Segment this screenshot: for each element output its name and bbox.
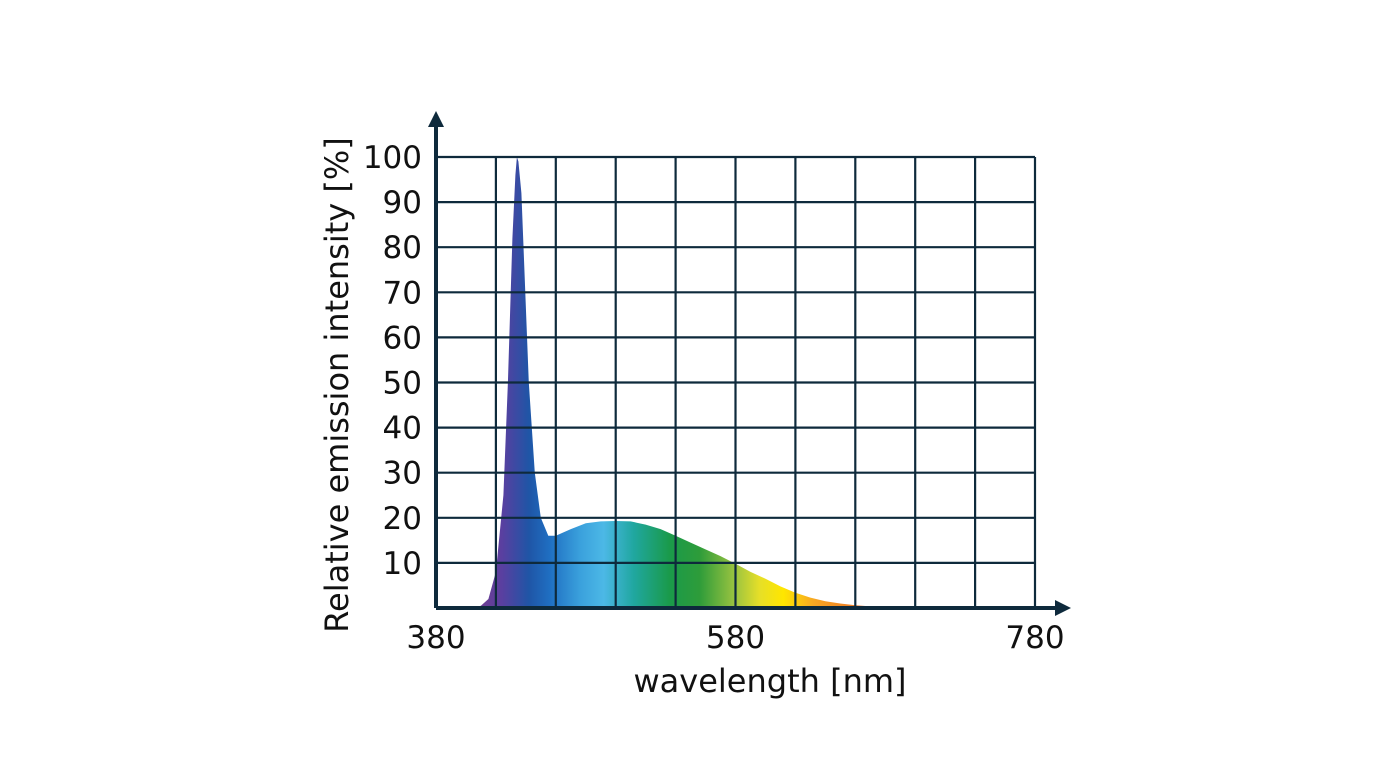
axes xyxy=(428,111,1071,616)
y-tick-labels: 10 20 30 40 50 60 70 80 90 100 xyxy=(363,140,422,582)
y-tick-label: 100 xyxy=(363,140,422,176)
y-tick-label: 60 xyxy=(383,320,422,356)
x-axis-title: wavelength [nm] xyxy=(634,662,907,700)
x-tick-label: 380 xyxy=(406,620,465,656)
x-axis-arrow xyxy=(1055,600,1071,616)
y-axis-arrow xyxy=(428,111,444,127)
y-tick-label: 80 xyxy=(383,230,422,266)
y-tick-label: 40 xyxy=(383,411,422,447)
y-tick-label: 50 xyxy=(383,366,422,402)
grid-lines xyxy=(436,155,1037,608)
y-tick-label: 10 xyxy=(383,546,422,582)
x-tick-label: 580 xyxy=(706,620,765,656)
x-tick-label: 780 xyxy=(1005,620,1064,656)
y-tick-label: 30 xyxy=(383,456,422,492)
y-axis-title: Relative emission intensity [%] xyxy=(318,137,356,633)
y-tick-label: 20 xyxy=(383,501,422,537)
y-tick-label: 70 xyxy=(383,275,422,311)
y-tick-label: 90 xyxy=(383,185,422,221)
x-tick-labels: 380 580 780 xyxy=(406,620,1064,656)
